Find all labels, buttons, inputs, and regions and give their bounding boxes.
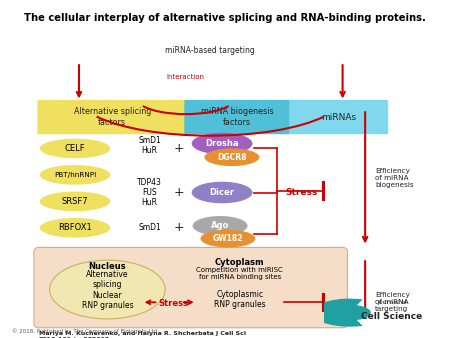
Ellipse shape bbox=[40, 218, 110, 238]
Text: Interaction: Interaction bbox=[167, 74, 205, 80]
Text: CELF: CELF bbox=[65, 144, 86, 153]
Text: TDP43
FUS
HuR: TDP43 FUS HuR bbox=[137, 178, 162, 208]
Text: DGCR8: DGCR8 bbox=[217, 153, 247, 162]
FancyBboxPatch shape bbox=[37, 100, 187, 134]
Text: SmD1: SmD1 bbox=[138, 223, 161, 232]
Text: PBT/hnRNPI: PBT/hnRNPI bbox=[54, 172, 96, 178]
Wedge shape bbox=[312, 298, 363, 327]
FancyBboxPatch shape bbox=[289, 100, 388, 134]
Text: Nucleus: Nucleus bbox=[89, 262, 126, 270]
Text: GW182: GW182 bbox=[213, 234, 243, 243]
Text: +: + bbox=[174, 186, 184, 199]
Text: Ago: Ago bbox=[211, 221, 229, 230]
Ellipse shape bbox=[192, 133, 252, 154]
Text: Drosha: Drosha bbox=[205, 139, 239, 148]
Text: Dicer: Dicer bbox=[210, 188, 234, 197]
Text: SmD1
HuR: SmD1 HuR bbox=[138, 136, 161, 155]
Text: Alternative
splicing: Alternative splicing bbox=[86, 270, 129, 289]
Text: Cytoplasmic
RNP granules: Cytoplasmic RNP granules bbox=[214, 290, 266, 309]
Ellipse shape bbox=[50, 260, 165, 319]
Circle shape bbox=[328, 305, 371, 320]
Text: Competition with miRISC
for miRNA binding sites: Competition with miRISC for miRNA bindin… bbox=[196, 267, 283, 280]
FancyBboxPatch shape bbox=[34, 247, 347, 328]
Ellipse shape bbox=[40, 139, 110, 158]
Text: miRNA-based targeting: miRNA-based targeting bbox=[166, 46, 255, 55]
Text: RBFOX1: RBFOX1 bbox=[58, 223, 92, 232]
Ellipse shape bbox=[201, 230, 256, 247]
Text: Stress: Stress bbox=[158, 299, 188, 308]
Text: Journal of: Journal of bbox=[377, 300, 407, 306]
Text: © 2018. Published by The Company of Biologists Ltd: © 2018. Published by The Company of Biol… bbox=[12, 328, 157, 334]
Ellipse shape bbox=[204, 148, 259, 166]
Text: +: + bbox=[174, 221, 184, 234]
Text: SRSF7: SRSF7 bbox=[62, 197, 88, 206]
Text: Cell Science: Cell Science bbox=[361, 312, 423, 321]
Ellipse shape bbox=[40, 165, 110, 185]
Text: miRNA biogenesis
factors: miRNA biogenesis factors bbox=[201, 107, 274, 127]
Ellipse shape bbox=[193, 216, 248, 236]
Text: The cellular interplay of alternative splicing and RNA-binding proteins.: The cellular interplay of alternative sp… bbox=[24, 13, 426, 23]
Text: Mariya M. Kucherenko, and Halyna R. Shcherbata J Cell Sci
2018;131:jcs202002: Mariya M. Kucherenko, and Halyna R. Shch… bbox=[39, 331, 246, 338]
Text: Efficiency
of miRNA
targeting: Efficiency of miRNA targeting bbox=[375, 292, 410, 312]
Text: Cytoplasm: Cytoplasm bbox=[215, 258, 265, 267]
Ellipse shape bbox=[192, 182, 252, 203]
Text: miRNAs: miRNAs bbox=[321, 113, 356, 122]
Ellipse shape bbox=[40, 192, 110, 211]
FancyBboxPatch shape bbox=[184, 100, 290, 134]
Text: Alternative splicing
factors: Alternative splicing factors bbox=[74, 107, 151, 127]
Text: Nuclear
RNP granules: Nuclear RNP granules bbox=[81, 291, 133, 310]
Text: Efficiency
of miRNA
biogenesis: Efficiency of miRNA biogenesis bbox=[375, 168, 414, 188]
Text: +: + bbox=[174, 142, 184, 155]
Text: Stress: Stress bbox=[285, 188, 318, 197]
